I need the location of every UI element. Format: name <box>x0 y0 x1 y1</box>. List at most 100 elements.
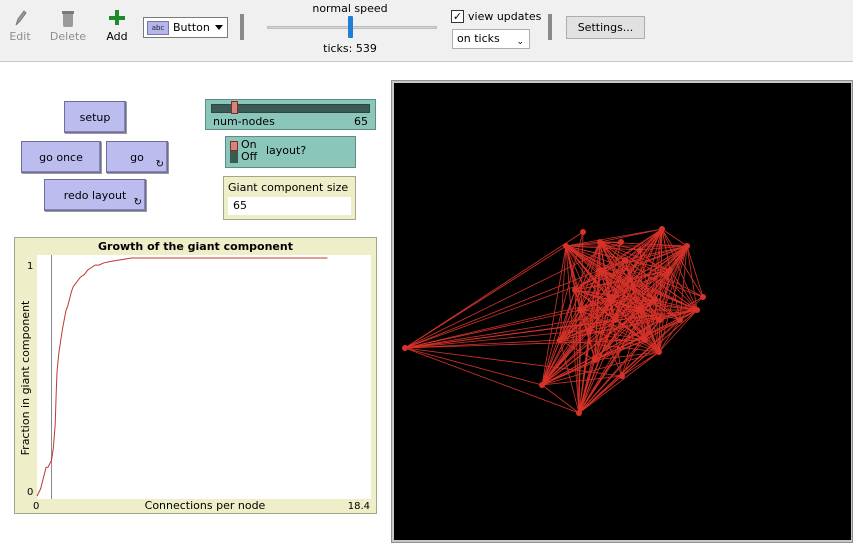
network-link <box>589 279 631 331</box>
network-link <box>621 351 660 377</box>
network-link <box>639 228 663 311</box>
network-link <box>541 384 580 414</box>
network-link <box>574 241 601 291</box>
network-links <box>404 228 704 414</box>
network-node <box>619 373 625 379</box>
network-link <box>639 309 661 321</box>
network-link <box>599 228 663 271</box>
network-link <box>644 319 681 341</box>
network-link <box>686 245 704 298</box>
network-link <box>574 228 663 291</box>
network-link <box>579 269 671 311</box>
network-node <box>684 243 690 249</box>
network-node <box>563 243 569 249</box>
switch-track[interactable] <box>230 141 238 163</box>
widget-type-value: Button <box>173 21 210 34</box>
network-link <box>614 319 646 341</box>
go-once-button[interactable]: go once <box>21 141 101 173</box>
network-link <box>404 347 580 414</box>
network-link <box>639 309 660 353</box>
speed-label: normal speed <box>312 2 388 15</box>
setup-button[interactable]: setup <box>64 101 126 133</box>
giant-component-plot: Growth of the giant component 1 0 0 18.4… <box>14 237 377 514</box>
network-link <box>654 269 671 301</box>
add-label: Add <box>106 30 128 43</box>
network-link <box>629 269 671 281</box>
network-link <box>644 299 656 341</box>
pencil-icon <box>15 10 27 26</box>
network-link <box>579 309 596 361</box>
network-link <box>624 259 641 311</box>
network-link <box>559 309 581 341</box>
network-link <box>624 259 656 301</box>
toolbar-separator <box>240 14 244 40</box>
network-link <box>658 269 671 353</box>
network-link <box>599 228 663 243</box>
settings-button[interactable]: Settings... <box>566 16 645 39</box>
network-link <box>609 299 660 353</box>
add-button[interactable]: Add <box>97 8 137 43</box>
chevron-down-icon: ⌄ <box>516 37 524 47</box>
network-link <box>629 228 663 281</box>
network-node <box>637 307 643 313</box>
redo-layout-button[interactable]: redo layout ↻ <box>44 179 146 211</box>
network-node <box>622 257 628 263</box>
delete-button[interactable]: Delete <box>48 8 88 43</box>
go-button[interactable]: go ↻ <box>106 141 168 173</box>
switch-knob[interactable] <box>230 141 238 151</box>
network-node <box>587 327 593 333</box>
layout-switch[interactable]: On Off layout? <box>225 136 356 168</box>
network-canvas <box>402 226 706 416</box>
network-link <box>559 339 580 414</box>
network-link <box>599 269 616 321</box>
network-node <box>539 382 545 388</box>
network-link <box>599 269 656 301</box>
network-node <box>657 317 663 323</box>
network-link <box>658 319 661 353</box>
network-link <box>559 259 626 341</box>
plot-canvas: 1 0 0 18.4 Connections per node Fraction… <box>19 255 371 512</box>
update-mode-select[interactable]: on ticks ⌄ <box>452 29 530 49</box>
network-link <box>594 309 641 361</box>
network-node <box>402 345 408 351</box>
network-link <box>404 309 581 349</box>
edit-button[interactable]: Edit <box>0 8 40 43</box>
world-view[interactable] <box>394 83 851 540</box>
network-link <box>559 245 567 341</box>
giant-component-monitor: Giant component size 65 <box>223 176 356 220</box>
slider-track[interactable] <box>211 104 370 113</box>
network-link <box>578 241 622 414</box>
network-link <box>639 309 646 341</box>
view-updates-checkbox[interactable]: ✓ <box>451 10 464 23</box>
x-axis-label: Connections per node <box>145 499 266 512</box>
num-nodes-slider[interactable]: num-nodes 65 <box>205 99 376 130</box>
ticks-counter: ticks: 539 <box>323 42 377 55</box>
network-link <box>594 351 660 361</box>
network-link <box>639 245 688 251</box>
network-link <box>404 245 567 349</box>
network-node <box>580 229 586 235</box>
network-link <box>599 259 626 271</box>
network-node <box>627 277 633 283</box>
slider-thumb[interactable] <box>230 101 238 114</box>
y-min-tick: 0 <box>27 487 33 498</box>
update-mode-value: on ticks <box>457 32 500 45</box>
speed-slider-thumb[interactable] <box>348 16 353 38</box>
network-link <box>654 299 698 311</box>
network-link <box>559 319 661 341</box>
network-node <box>557 337 563 343</box>
go-button-label: go <box>130 151 144 164</box>
network-link <box>639 299 656 311</box>
network-link <box>541 339 561 386</box>
monitor-value: 65 <box>228 197 351 215</box>
series-line <box>36 257 328 497</box>
network-node <box>576 410 582 416</box>
network-link <box>599 269 631 281</box>
widget-type-select[interactable]: abc Button <box>143 17 228 38</box>
network-link <box>578 309 641 414</box>
network-link <box>624 259 671 271</box>
network-link <box>661 228 671 271</box>
network-node <box>577 307 583 313</box>
network-link <box>661 228 698 311</box>
network-link <box>404 339 646 349</box>
